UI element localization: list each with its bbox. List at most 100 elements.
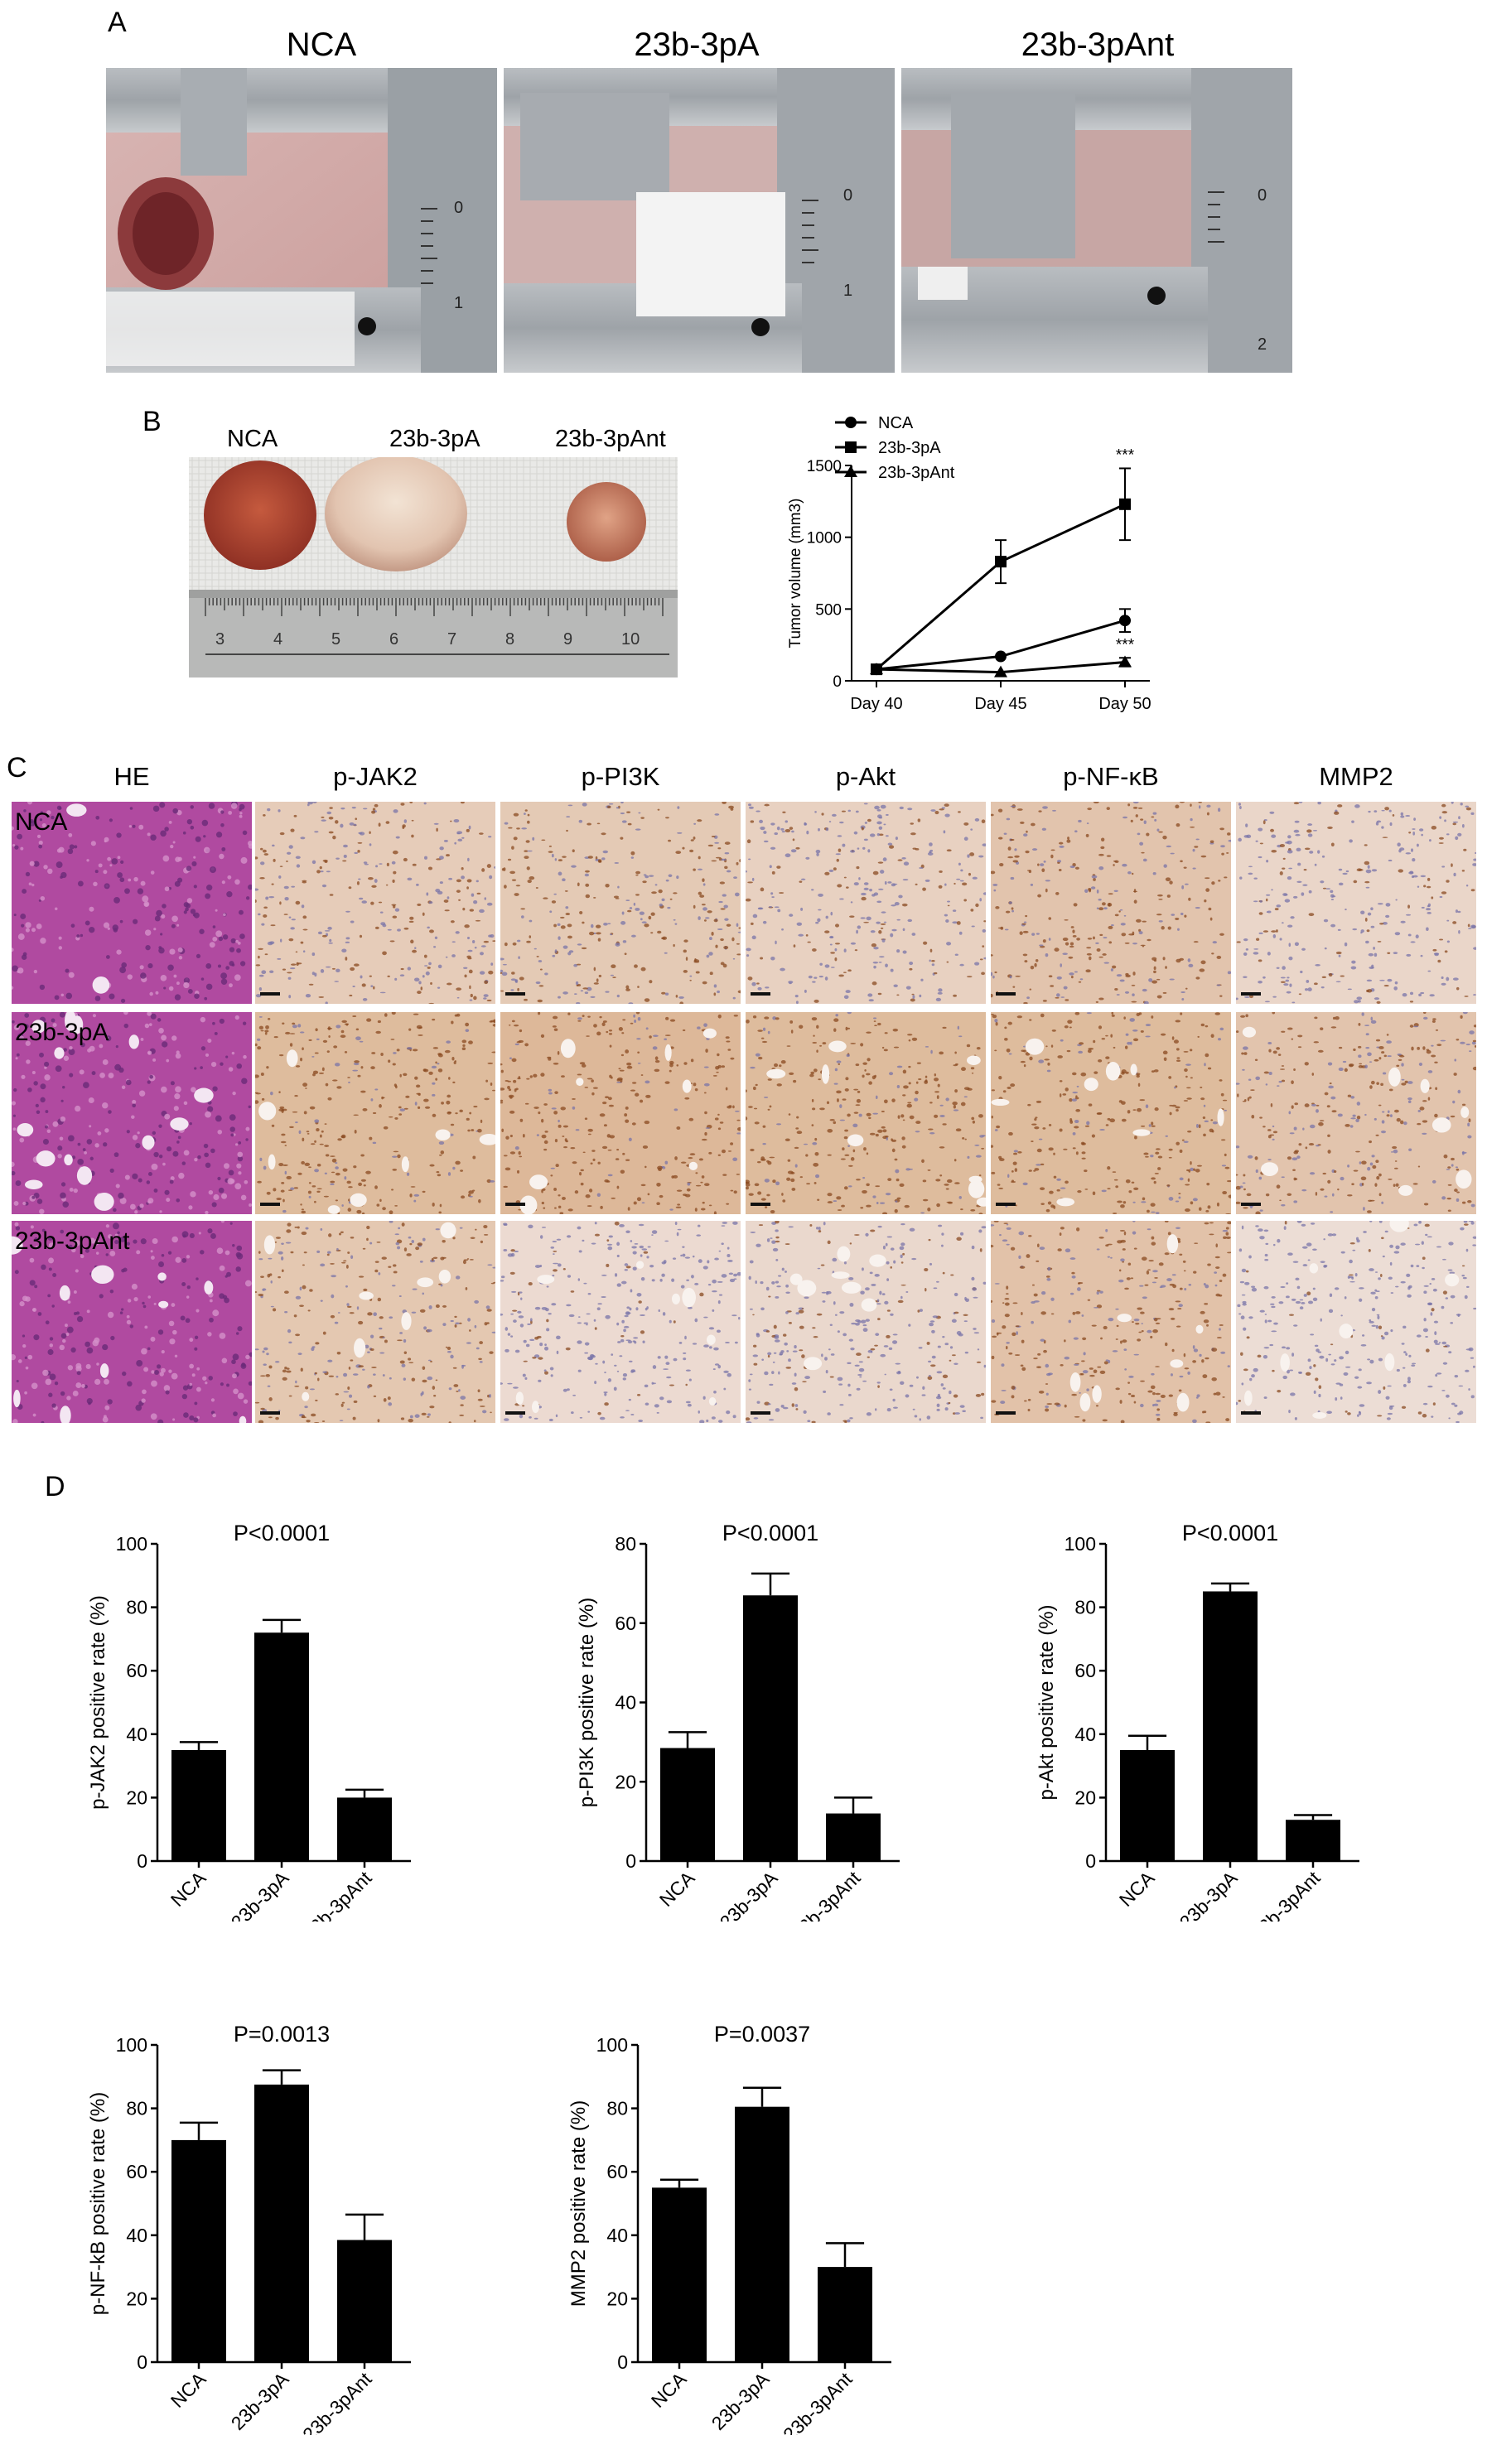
- x-tick-label: Day 40: [850, 695, 902, 713]
- caliper-photo-nca: 0 1: [106, 68, 497, 373]
- y-tick-label: 40: [126, 2225, 147, 2246]
- y-tick-label: 60: [126, 2161, 147, 2182]
- x-tick-label: 23b-3pA: [227, 2368, 293, 2434]
- tumor-label-23b-3pant: 23b-3pAnt: [555, 426, 666, 452]
- x-tick-label: 23b-3pA: [707, 2368, 774, 2434]
- ihc-row-label: 23b-3pA: [15, 1019, 109, 1046]
- ihc-image-tile: [255, 802, 495, 1004]
- y-tick-label: 60: [126, 1660, 147, 1681]
- y-tick-label: 20: [615, 1771, 636, 1792]
- marker-circle: [845, 417, 857, 428]
- panel-c-letter: C: [7, 752, 27, 784]
- y-tick-label: 20: [126, 2288, 147, 2309]
- x-tick-label: NCA: [647, 2368, 691, 2412]
- p-akt-bar-chart: P<0.0001 0 20 40 60 80 100 p-Akt positive rate …: [1036, 1521, 1359, 1922]
- chart-title: P<0.0001: [722, 1521, 818, 1545]
- p-nfkb-bar-chart: P=0.0013 0 20 40 60 80 100 p-NF-kB positive rat…: [87, 2022, 411, 2435]
- svg-text:0: 0: [1258, 186, 1267, 205]
- bar: [1120, 1749, 1175, 1861]
- y-tick-label: 0: [625, 1850, 636, 1872]
- bar: [171, 2139, 226, 2362]
- bar: [652, 2187, 707, 2362]
- ruler-number: 9: [563, 630, 572, 649]
- ruler-number: 7: [447, 630, 456, 649]
- y-tick-label: 80: [615, 1533, 636, 1555]
- ihc-image-tile: [12, 1221, 252, 1423]
- svg-text:2: 2: [1258, 335, 1267, 354]
- x-tick-label: NCA: [167, 1867, 210, 1911]
- y-tick-label: 100: [116, 1533, 147, 1555]
- x-tick-label: 23b-3pAnt: [298, 2368, 376, 2435]
- ruler-number: 4: [273, 630, 282, 649]
- ihc-image-tile: [991, 802, 1231, 1004]
- y-tick-label: 60: [615, 1613, 636, 1634]
- bar: [337, 1797, 392, 1861]
- y-tick-label: 20: [606, 2288, 628, 2309]
- y-tick-label: 0: [1085, 1850, 1096, 1872]
- ihc-column-title: p-Akt: [835, 762, 896, 791]
- y-tick-label: 100: [596, 2034, 628, 2056]
- y-tick-label: 80: [126, 2098, 147, 2119]
- y-tick-label: 100: [1065, 1533, 1096, 1555]
- ruler-number: 3: [215, 630, 224, 649]
- x-tick-label: NCA: [1115, 1867, 1159, 1911]
- x-tick-label: 23b-3pAnt: [787, 1867, 865, 1922]
- y-axis-label: p-Akt positive rate (%): [1036, 1604, 1058, 1800]
- ihc-image-tile: [1236, 1221, 1476, 1423]
- ruler-number: 10: [621, 630, 640, 649]
- caliper-photo-23b-3pant: 0 2: [901, 68, 1292, 373]
- ihc-image-tile: [500, 1221, 741, 1423]
- y-tick-label: 40: [606, 2225, 628, 2246]
- bar: [1286, 1820, 1340, 1861]
- legend-label: NCA: [878, 414, 914, 432]
- x-tick-label: Day 45: [974, 695, 1026, 713]
- x-tick-label: Day 50: [1098, 695, 1151, 713]
- ihc-image-tile: [500, 1012, 741, 1214]
- bar: [171, 1749, 226, 1861]
- ihc-row-label: 23b-3pAnt: [15, 1227, 130, 1255]
- bar: [660, 1748, 715, 1861]
- tumor-label-row: NCA 23b-3pA 23b-3pAnt: [189, 421, 686, 454]
- bar: [735, 2106, 789, 2362]
- marker-triangle: [870, 663, 883, 675]
- ruler-number: 5: [331, 630, 340, 649]
- ihc-image-tile: [746, 1012, 986, 1214]
- marker-square: [995, 556, 1007, 568]
- bar: [826, 1813, 881, 1861]
- y-tick-label: 80: [1074, 1597, 1096, 1618]
- ihc-column-title: p-JAK2: [333, 762, 418, 791]
- y-tick-label: 0: [617, 2351, 628, 2373]
- p-pi3k-bar-chart: P<0.0001 0 20 40 60 80 p-PI3K positive rate (%…: [576, 1521, 900, 1922]
- y-tick-label: 0: [137, 2351, 147, 2373]
- legend-label: 23b-3pA: [878, 439, 941, 457]
- y-axis-label: p-NF-kB positive rate (%): [87, 2092, 109, 2315]
- marker-square: [845, 441, 857, 453]
- ihc-column-title: p-PI3K: [581, 762, 660, 791]
- bar: [337, 2240, 392, 2362]
- panel-a-title-23b-3pant: 23b-3pAnt: [1021, 27, 1175, 63]
- ihc-image-tile: [746, 1221, 986, 1423]
- y-tick-label: 20: [126, 1787, 147, 1808]
- panel-d-letter: D: [45, 1471, 65, 1502]
- y-tick-label: 0: [833, 673, 842, 691]
- svg-text:1: 1: [843, 282, 852, 300]
- ihc-image-tile: [991, 1221, 1231, 1423]
- x-tick-label: 23b-3pA: [227, 1867, 293, 1922]
- ihc-image-tile: [746, 802, 986, 1004]
- ruler-number: 6: [389, 630, 398, 649]
- ihc-image-tile: [1236, 802, 1476, 1004]
- y-tick-label: 40: [615, 1692, 636, 1714]
- y-axis-label: p-JAK2 positive rate (%): [87, 1595, 109, 1810]
- y-tick-label: 0: [137, 1850, 147, 1872]
- tumor-volume-line-chart: 0 500 1000 1500 Day 40 Day 45 Day 50 Tumor volu…: [787, 414, 1151, 713]
- ihc-image-tile: [255, 1221, 495, 1423]
- ihc-image-tile: [12, 802, 252, 1004]
- x-tick-label: 23b-3pAnt: [1247, 1867, 1325, 1922]
- bar: [1203, 1591, 1258, 1861]
- bar: [254, 2084, 309, 2362]
- marker-triangle: [994, 665, 1007, 677]
- y-axis-label: Tumor volume (mm3): [787, 499, 804, 649]
- marker-square: [1119, 498, 1131, 510]
- significance-marker: ***: [1116, 446, 1135, 464]
- bar: [254, 1632, 309, 1861]
